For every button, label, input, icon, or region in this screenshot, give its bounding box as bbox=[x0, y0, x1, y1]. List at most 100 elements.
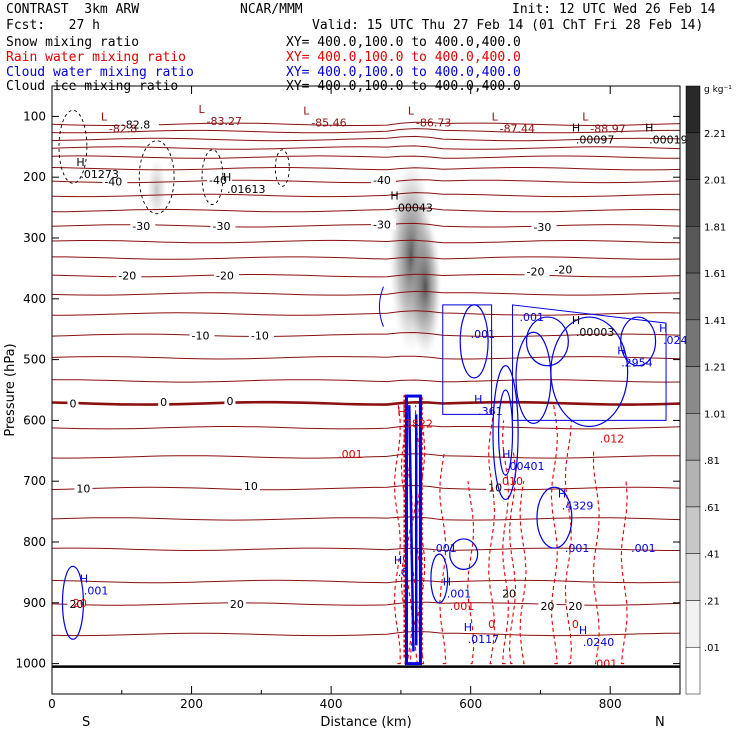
low-marker: L bbox=[408, 104, 415, 117]
high-marker: H bbox=[558, 487, 566, 500]
colorbar-swatch bbox=[685, 319, 701, 367]
high-marker: H bbox=[394, 554, 402, 567]
isotherm-label-bg bbox=[207, 174, 232, 186]
colorbar-label: .41 bbox=[704, 550, 720, 561]
isotherm-label: -30 bbox=[132, 220, 150, 233]
rain-contour bbox=[519, 481, 527, 665]
isotherm-label-bg bbox=[370, 174, 396, 186]
contour-label: .001 bbox=[520, 311, 545, 324]
colorbar-swatch bbox=[685, 179, 701, 227]
x-tick-label: 0 bbox=[48, 697, 56, 711]
rain-contour bbox=[393, 405, 401, 665]
high-marker: H bbox=[579, 624, 587, 637]
field-cloudwater-xy: XY= 400.0,100.0 to 400.0,400.0 bbox=[286, 65, 521, 80]
isotherm-label: -20 bbox=[118, 270, 136, 283]
contour-label: .001 bbox=[450, 600, 475, 613]
isotherm-label-bg bbox=[130, 219, 156, 231]
isotherm-line bbox=[51, 135, 681, 142]
x-tick-label: 400 bbox=[320, 697, 343, 711]
high-marker: H bbox=[223, 171, 231, 184]
isotherm-line bbox=[52, 379, 681, 383]
isotherm-label: -10 bbox=[192, 329, 210, 342]
snow-shading bbox=[146, 159, 442, 357]
cloud-water-contours bbox=[61, 286, 667, 666]
low-marker: L bbox=[199, 103, 206, 116]
colorbar-swatch bbox=[685, 272, 701, 321]
isotherm-line bbox=[51, 273, 681, 278]
cloud-ice-contour bbox=[274, 149, 290, 187]
isotherm-label: -40 bbox=[104, 175, 122, 188]
cloud-water-contour bbox=[442, 304, 493, 415]
rain-contour bbox=[439, 450, 447, 665]
cloud-water-contour bbox=[430, 553, 449, 604]
isotherm-line bbox=[51, 579, 681, 584]
high-marker: H bbox=[464, 621, 472, 634]
rain-contour bbox=[592, 450, 600, 665]
isotherm-line bbox=[52, 310, 681, 316]
field-snow-xy: XY= 400.0,100.0 to 400.0,400.0 bbox=[286, 35, 521, 50]
isotherm-line bbox=[51, 155, 681, 159]
isotherm-line bbox=[51, 331, 681, 338]
snow-plume-secondary bbox=[409, 216, 442, 357]
isotherm-label: 20 bbox=[502, 588, 516, 601]
low-value: -83.27 bbox=[207, 115, 242, 128]
forecast-hour: Fcst: 27 h bbox=[6, 18, 100, 33]
colorbar-swatch bbox=[685, 85, 701, 134]
cloud-water-contour bbox=[492, 365, 519, 501]
isotherm-line bbox=[51, 601, 681, 606]
y-tick-label: 500 bbox=[23, 353, 46, 367]
x-tick-label: 200 bbox=[180, 697, 203, 711]
plot-border bbox=[51, 85, 681, 695]
contour-label: .001 bbox=[471, 328, 496, 341]
high-marker: H bbox=[474, 393, 482, 406]
isotherm-label: -20 bbox=[216, 270, 234, 283]
contour-label: .001 bbox=[593, 658, 618, 671]
isotherm-label: -82.8 bbox=[122, 118, 150, 131]
isotherm-label-bg bbox=[189, 329, 215, 341]
isotherm-label-bg bbox=[116, 269, 142, 281]
title-center: NCAR/MMM bbox=[240, 2, 303, 17]
isotherm-line bbox=[51, 206, 681, 213]
isotherm-line bbox=[51, 222, 681, 228]
cloud-water-contour bbox=[515, 331, 552, 425]
y-tick-label: 700 bbox=[23, 474, 46, 488]
high-marker: H bbox=[443, 576, 451, 589]
isotherm-label: 10 bbox=[244, 480, 258, 493]
high-value: .3822 bbox=[401, 417, 433, 430]
cloud-water-contour bbox=[512, 304, 667, 421]
cloud-ice-contour bbox=[58, 109, 88, 184]
isotherm-label: 20 bbox=[230, 598, 244, 611]
isotherm-line bbox=[51, 128, 680, 134]
colorbar-label: 1.41 bbox=[704, 316, 726, 327]
high-value: .00043 bbox=[394, 201, 433, 214]
high-value: .4329 bbox=[562, 499, 594, 512]
isotherm-label-bg bbox=[67, 598, 86, 610]
cloud-ice-contour bbox=[138, 140, 175, 215]
cloud-water-contour bbox=[449, 538, 479, 570]
y-tick-label: 400 bbox=[23, 292, 46, 306]
cloud-water-contour bbox=[525, 316, 569, 367]
y-tick-label: 900 bbox=[23, 596, 46, 610]
isotherm-label: 20 bbox=[568, 600, 582, 613]
colorbar-label: 2.01 bbox=[704, 176, 726, 187]
colorbar-swatch bbox=[685, 506, 701, 554]
y-tick-label: 100 bbox=[23, 109, 46, 123]
isotherm-line bbox=[51, 547, 680, 552]
colorbar-swatch bbox=[685, 553, 701, 601]
colorbar-swatch bbox=[685, 132, 701, 180]
contour-label: 20 bbox=[73, 597, 87, 610]
contour-label: .012 bbox=[600, 433, 625, 446]
rain-contour bbox=[508, 450, 517, 665]
contour-label: .001 bbox=[432, 542, 457, 555]
isotherm-label: 10 bbox=[76, 482, 90, 495]
contour-label: .001 bbox=[338, 448, 363, 461]
high-marker: H bbox=[397, 405, 405, 418]
colorbar: g kg⁻¹ 2.21 2.01 1.81 1.61 1.41 1.21 1.01 .81 .61… bbox=[685, 85, 732, 695]
high-marker: H bbox=[659, 322, 667, 335]
isotherm-line bbox=[51, 145, 681, 150]
cloud-water-core bbox=[404, 394, 422, 666]
high-value: .0240 bbox=[583, 636, 615, 649]
field-cloudwater-label: Cloud water mixing ratio bbox=[6, 65, 194, 80]
y-tick-label: 600 bbox=[23, 413, 46, 427]
isotherm-label-bg bbox=[74, 482, 93, 494]
